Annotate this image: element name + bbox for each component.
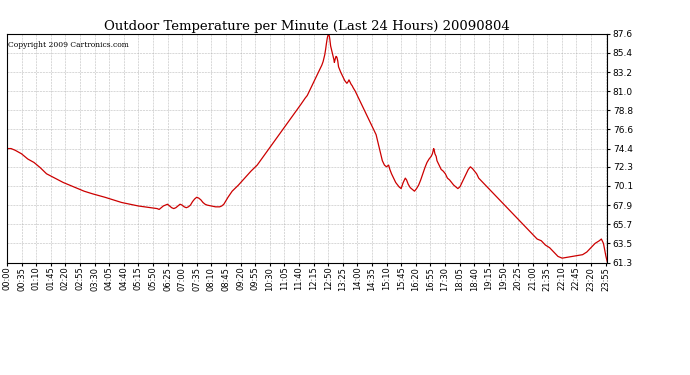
Title: Outdoor Temperature per Minute (Last 24 Hours) 20090804: Outdoor Temperature per Minute (Last 24 …: [104, 20, 510, 33]
Text: Copyright 2009 Cartronics.com: Copyright 2009 Cartronics.com: [8, 40, 129, 49]
